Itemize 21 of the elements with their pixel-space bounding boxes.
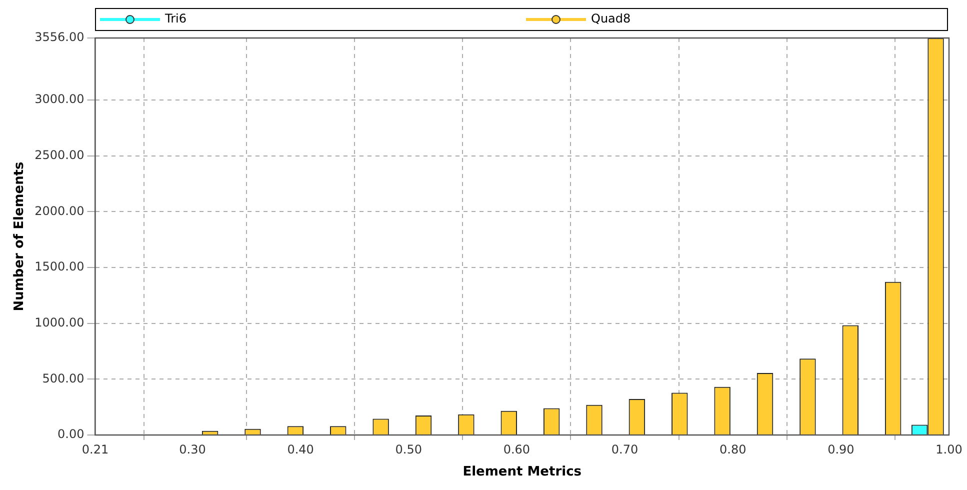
x-tick-label: 0.40 <box>287 442 314 456</box>
y-tick-label: 3556.00 <box>34 30 84 44</box>
legend-label: Quad8 <box>591 12 631 26</box>
y-axis-title: Number of Elements <box>12 161 28 312</box>
x-tick-label: 0.90 <box>828 442 854 456</box>
x-tick-label: 0.80 <box>719 442 746 456</box>
y-tick-label: 500.00 <box>42 371 84 386</box>
y-tick-label: 3000.00 <box>34 92 84 106</box>
y-tick-label: 1000.00 <box>34 315 84 330</box>
y-tick-label: 0.00 <box>58 427 84 442</box>
x-tick-label: 0.50 <box>395 442 422 456</box>
x-tick-label: 0.21 <box>82 442 109 456</box>
x-tick-label: 0.30 <box>179 442 206 456</box>
legend-label: Tri6 <box>164 12 186 26</box>
x-tick-label: 0.60 <box>503 442 530 456</box>
y-tick-label: 2000.00 <box>34 204 84 218</box>
y-tick-label: 2500.00 <box>34 148 84 162</box>
x-tick-label: 0.70 <box>611 442 638 456</box>
x-axis-title: Element Metrics <box>462 464 582 480</box>
x-tick-label: 1.00 <box>936 442 962 456</box>
y-tick-label: 1500.00 <box>34 260 84 274</box>
